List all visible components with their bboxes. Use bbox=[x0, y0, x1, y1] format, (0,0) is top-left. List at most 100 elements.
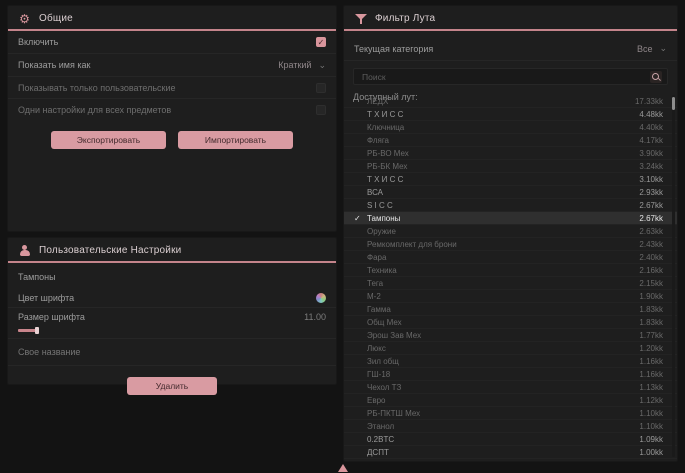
check-icon: ✓ bbox=[354, 305, 367, 314]
loot-item-value: 3.10kk bbox=[639, 174, 663, 184]
check-icon: ✓ bbox=[354, 149, 367, 158]
loot-item-value: 1.10kk bbox=[639, 408, 663, 418]
loot-list-item[interactable]: ✓ Фара 2.40kk bbox=[344, 251, 677, 264]
loot-list-item[interactable]: ✓ 0.2BTC 1.09kk bbox=[344, 433, 677, 446]
enable-label: Включить bbox=[18, 37, 59, 47]
color-wheel-icon[interactable] bbox=[316, 292, 326, 303]
check-icon: ✓ bbox=[354, 331, 367, 340]
loot-list-item[interactable]: ✓ Гамма 1.83kk bbox=[344, 303, 677, 316]
same-settings-row: Одни настройки для всех предметов bbox=[8, 99, 336, 121]
loot-list-item[interactable]: ✓ Ключница 4.40kk bbox=[344, 121, 677, 134]
name-display-label: Показать имя как bbox=[18, 60, 91, 70]
loot-list-item[interactable]: ✓ Евро 1.12kk bbox=[344, 394, 677, 407]
font-size-slider[interactable] bbox=[18, 327, 326, 335]
delete-button-row: Удалить bbox=[8, 377, 336, 395]
loot-item-name: М-2 bbox=[367, 291, 381, 301]
loot-item-value: 1.10kk bbox=[639, 421, 663, 431]
check-icon: ✓ bbox=[354, 201, 367, 210]
same-settings-checkbox[interactable] bbox=[316, 105, 326, 115]
loot-list-item[interactable]: ✓ Ремкомплект для брони 2.43kk bbox=[344, 238, 677, 251]
loot-item-name: Чехол ТЗ bbox=[367, 382, 402, 392]
custom-name-input[interactable] bbox=[18, 347, 326, 357]
custom-only-row: Показывать только пользовательские bbox=[8, 77, 336, 99]
loot-item-name: ГШ-18 bbox=[367, 369, 391, 379]
user-settings-title: Пользовательские Настройки bbox=[39, 245, 182, 256]
loot-list-item[interactable]: ✓ ДСПТ 1.00kk bbox=[344, 446, 677, 459]
loot-item-value: 1.16kk bbox=[639, 369, 663, 379]
loot-list-scrollbar[interactable] bbox=[672, 95, 675, 457]
enable-checkbox[interactable]: ✓ bbox=[316, 37, 326, 47]
loot-list-item[interactable]: ✓ РБ-ПКТШ Мех 1.10kk bbox=[344, 407, 677, 420]
export-button[interactable]: Экспортировать bbox=[51, 131, 166, 149]
loot-filter-title: Фильтр Лута bbox=[375, 13, 436, 24]
loot-item-value: 2.67kk bbox=[639, 213, 663, 223]
loot-list-item[interactable]: ✓ Техника 2.16kk bbox=[344, 264, 677, 277]
bottom-marker-icon bbox=[338, 464, 348, 472]
loot-list-item[interactable]: ✓ Зил общ 1.16kk bbox=[344, 355, 677, 368]
loot-list-item[interactable]: ✓ Люкс 1.20kk bbox=[344, 342, 677, 355]
loot-item-name: ЛЕДХ bbox=[367, 96, 389, 106]
custom-only-label: Показывать только пользовательские bbox=[18, 82, 176, 93]
name-display-select[interactable]: Краткий ⌄ bbox=[278, 60, 326, 70]
loot-item-name: Тампоны bbox=[367, 213, 401, 223]
loot-item-value: 3.90kk bbox=[639, 148, 663, 158]
loot-list-item[interactable]: ✓ S I C C 2.67kk bbox=[344, 199, 677, 212]
loot-list-item[interactable]: ✓ Эрош Зав Мех 1.77kk bbox=[344, 329, 677, 342]
check-icon: ✓ bbox=[354, 396, 367, 405]
check-icon: ✓ bbox=[354, 422, 367, 431]
custom-name-row bbox=[8, 339, 336, 366]
import-button[interactable]: Импортировать bbox=[178, 131, 293, 149]
loot-list-item[interactable]: ✓ РБ-ВО Мех 3.90kk bbox=[344, 147, 677, 160]
loot-item-name: Ключница bbox=[367, 122, 405, 132]
check-icon: ✓ bbox=[354, 292, 367, 301]
loot-list-item[interactable]: ✓ Оружие 2.63kk bbox=[344, 225, 677, 238]
loot-item-value: 17.33kk bbox=[634, 96, 663, 106]
loot-list-item[interactable]: ✓ ЛЕДХ 17.33kk bbox=[344, 95, 677, 108]
slider-thumb[interactable] bbox=[35, 327, 39, 334]
loot-item-name: Общ Мех bbox=[367, 317, 402, 327]
enable-row: Включить ✓ bbox=[8, 31, 336, 54]
loot-item-value: 4.17kk bbox=[639, 135, 663, 145]
loot-item-value: 2.40kk bbox=[639, 252, 663, 262]
category-select[interactable]: Все ⌄ bbox=[637, 44, 667, 54]
loot-item-value: 4.48kk bbox=[639, 109, 663, 119]
check-icon: ✓ bbox=[354, 227, 367, 236]
loot-item-value: 2.93kk bbox=[639, 187, 663, 197]
loot-item-value: 1.90kk bbox=[639, 291, 663, 301]
loot-list-item[interactable]: ✓ Чехол ТЗ 1.13kk bbox=[344, 381, 677, 394]
loot-item-value: 1.16kk bbox=[639, 356, 663, 366]
loot-item-value: 2.63kk bbox=[639, 226, 663, 236]
loot-item-name: Т Х И С С bbox=[367, 109, 404, 119]
loot-list-item[interactable]: ✓ Этанол 1.10kk bbox=[344, 420, 677, 433]
check-icon: ✓ bbox=[354, 123, 367, 132]
check-icon: ✓ bbox=[354, 253, 367, 262]
check-icon: ✓ bbox=[354, 110, 367, 119]
loot-list-item[interactable]: ✓ ВСА 2.93kk bbox=[344, 186, 677, 199]
search-input[interactable] bbox=[354, 71, 650, 82]
user-icon bbox=[18, 244, 31, 257]
user-settings-panel: Пользовательские Настройки Тампоны Цвет … bbox=[7, 237, 337, 395]
loot-list-item[interactable]: ✓ М-2 1.90kk bbox=[344, 290, 677, 303]
loot-list-item[interactable]: ✓ Тампоны 2.67kk bbox=[344, 212, 677, 225]
check-icon: ✓ bbox=[354, 409, 367, 418]
loot-item-name: Оружие bbox=[367, 226, 396, 236]
loot-filter-panel: Фильтр Лута Текущая категория Все ⌄ Дост… bbox=[343, 5, 678, 462]
delete-button[interactable]: Удалить bbox=[127, 377, 217, 395]
loot-list-item[interactable]: ✓ Общ Мех 1.83kk bbox=[344, 316, 677, 329]
loot-list-item[interactable]: ✓ Т Х И С С 3.10kk bbox=[344, 173, 677, 186]
loot-list-item[interactable]: ✓ ГШ-18 1.16kk bbox=[344, 368, 677, 381]
scrollbar-thumb[interactable] bbox=[672, 97, 675, 110]
loot-item-name: Эрош Зав Мех bbox=[367, 330, 422, 340]
chevron-down-icon: ⌄ bbox=[659, 43, 667, 53]
loot-list-item[interactable]: ✓ Т Х И С С 4.48kk bbox=[344, 108, 677, 121]
custom-only-checkbox[interactable] bbox=[316, 82, 326, 93]
loot-item-name: РБ-БК Мех bbox=[367, 161, 408, 171]
loot-list-item[interactable]: ✓ РБ-БК Мех 3.24kk bbox=[344, 160, 677, 173]
general-panel: ⚙ Общие Включить ✓ Показать имя как Крат… bbox=[7, 5, 337, 232]
loot-item-value: 1.12kk bbox=[639, 395, 663, 405]
loot-list-item[interactable]: ✓ Фляга 4.17kk bbox=[344, 134, 677, 147]
loot-list-item[interactable]: ✓ Тега 2.15kk bbox=[344, 277, 677, 290]
loot-item-name: Евро bbox=[367, 395, 386, 405]
search-icon[interactable] bbox=[650, 70, 662, 83]
font-size-label: Размер шрифта bbox=[18, 312, 85, 322]
